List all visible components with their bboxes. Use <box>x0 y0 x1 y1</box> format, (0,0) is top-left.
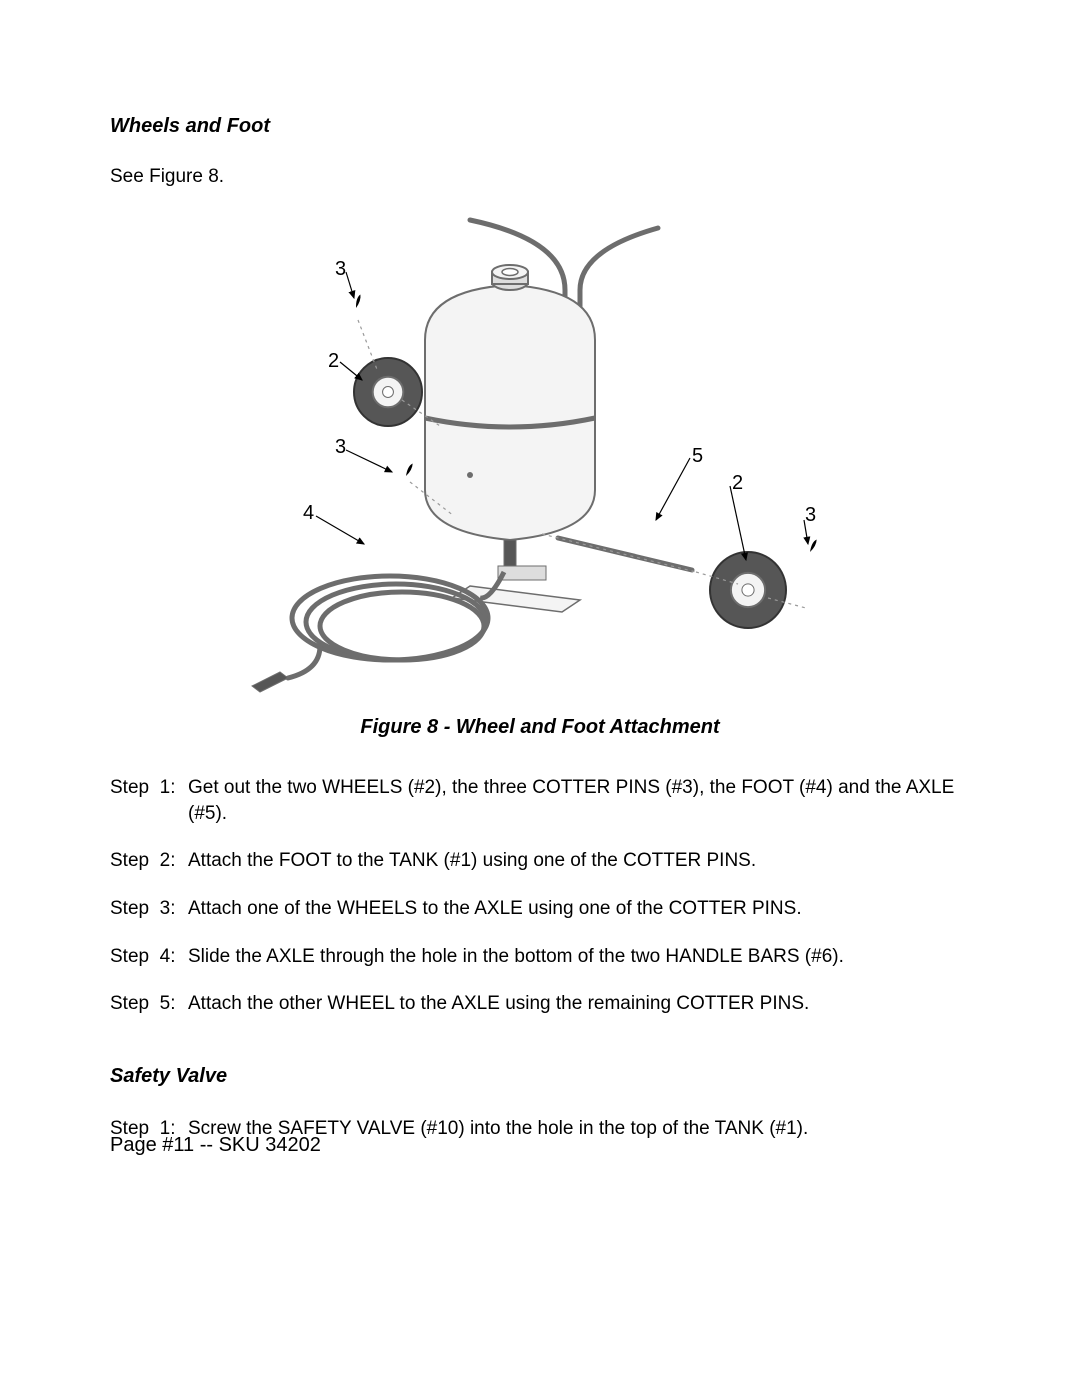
step-text: Get out the two WHEELS (#2), the three C… <box>188 775 970 826</box>
figure-8: 3 2 3 5 2 3 4 <box>110 200 970 700</box>
callout-3c: 3 <box>805 504 816 527</box>
heading-wheels-and-foot: Wheels and Foot <box>110 115 970 138</box>
callout-4: 4 <box>303 502 314 525</box>
callout-3b: 3 <box>335 436 346 459</box>
steps-wheels: Step 1: Get out the two WHEELS (#2), the… <box>110 775 970 1017</box>
step-text: Attach the FOOT to the TANK (#1) using o… <box>188 848 970 874</box>
callout-3a: 3 <box>335 258 346 281</box>
manual-page: Wheels and Foot See Figure 8. 3 2 3 5 2 … <box>0 0 1080 1397</box>
see-figure-ref: See Figure 8. <box>110 166 970 188</box>
step-text: Attach one of the WHEELS to the AXLE usi… <box>188 896 970 922</box>
step-label: Step 3: <box>110 896 188 922</box>
step-text: Attach the other WHEEL to the AXLE using… <box>188 991 970 1017</box>
step-row: Step 5: Attach the other WHEEL to the AX… <box>110 991 970 1017</box>
step-label: Step 2: <box>110 848 188 874</box>
step-text: Slide the AXLE through the hole in the b… <box>188 944 970 970</box>
callout-5: 5 <box>692 445 703 468</box>
figure-caption: Figure 8 - Wheel and Foot Attachment <box>110 716 970 739</box>
step-label: Step 5: <box>110 991 188 1017</box>
step-label: Step 4: <box>110 944 188 970</box>
step-row: Step 2: Attach the FOOT to the TANK (#1)… <box>110 848 970 874</box>
step-row: Step 4: Slide the AXLE through the hole … <box>110 944 970 970</box>
step-row: Step 3: Attach one of the WHEELS to the … <box>110 896 970 922</box>
step-label: Step 1: <box>110 775 188 801</box>
step-row: Step 1: Get out the two WHEELS (#2), the… <box>110 775 970 826</box>
assembly-diagram <box>110 200 970 700</box>
callout-2a: 2 <box>328 350 339 373</box>
page-footer: Page #11 -- SKU 34202 <box>110 1134 321 1157</box>
heading-safety-valve: Safety Valve <box>110 1065 970 1088</box>
callout-2b: 2 <box>732 472 743 495</box>
